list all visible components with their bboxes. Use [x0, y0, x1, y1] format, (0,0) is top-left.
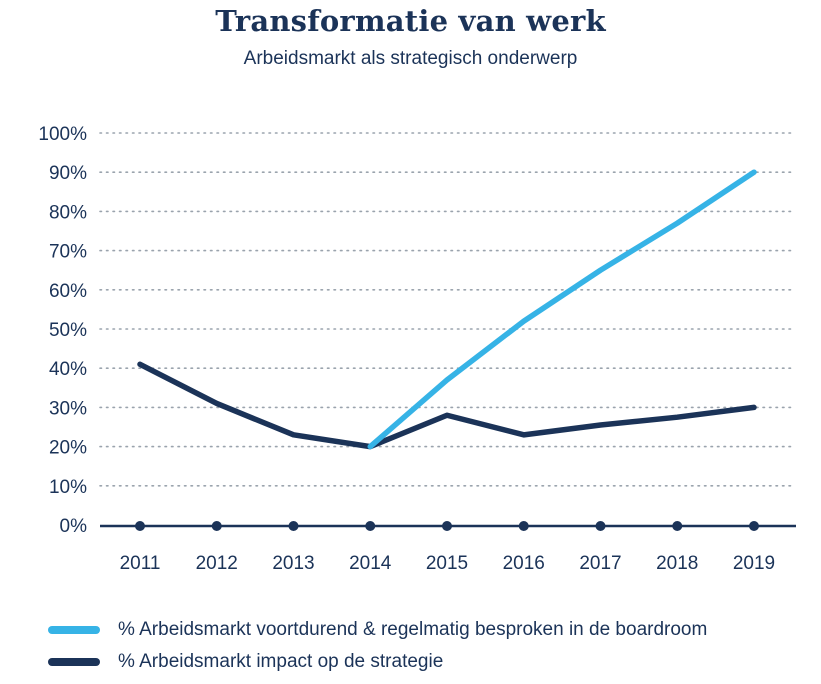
legend-swatch-boardroom: [48, 626, 100, 634]
legend-label-boardroom: % Arbeidsmarkt voortdurend & regelmatig …: [118, 619, 708, 640]
x-axis-marker: [595, 521, 606, 531]
y-tick-label: 90%: [49, 163, 87, 184]
x-axis-marker: [135, 521, 145, 531]
x-axis-marker: [672, 521, 683, 531]
x-tick-label: 2014: [349, 553, 392, 574]
x-axis-marker: [288, 521, 299, 531]
chart-subtitle: Arbeidsmarkt als strategisch onderwerp: [243, 48, 578, 69]
series-line-strategie: [137, 361, 757, 450]
chart-title: Transformatie van werk: [215, 4, 606, 38]
y-tick-label: 60%: [49, 281, 87, 302]
legend-item-strategie: % Arbeidsmarkt impact op de strategie: [48, 646, 707, 678]
x-tick-label: 2013: [272, 553, 314, 574]
y-tick-label: 50%: [49, 320, 87, 341]
y-tick-label: 80%: [49, 202, 87, 223]
series-line-boardroom: [367, 169, 757, 450]
x-axis-marker: [365, 521, 376, 531]
line-chart: 0% 10% 20% 30% 40% 50% 60% 70% 80% 90% 100% 2011 201…: [38, 124, 796, 574]
x-tick-label: 2011: [120, 553, 161, 574]
legend-label-strategie: % Arbeidsmarkt impact op de strategie: [118, 651, 444, 672]
x-tick-label: 2012: [196, 553, 238, 574]
y-tick-label: 20%: [49, 438, 87, 459]
x-axis-marker: [749, 521, 759, 531]
x-tick-label: 2018: [656, 553, 698, 574]
x-tick-label: 2015: [426, 553, 468, 574]
legend: % Arbeidsmarkt voortdurend & regelmatig …: [48, 614, 707, 678]
y-tick-label: 100%: [38, 124, 87, 145]
y-tick-label: 0%: [60, 516, 88, 537]
x-tick-label: 2016: [503, 553, 545, 574]
y-tick-label: 40%: [49, 359, 87, 380]
x-tick-label: 2019: [733, 553, 775, 574]
x-axis-marker: [442, 521, 452, 531]
y-tick-label: 10%: [49, 477, 87, 498]
legend-item-boardroom: % Arbeidsmarkt voortdurend & regelmatig …: [48, 614, 707, 646]
x-axis-marker: [518, 521, 529, 531]
x-axis-marker: [211, 521, 222, 531]
legend-swatch-strategie: [48, 658, 100, 666]
x-tick-label: 2017: [579, 553, 621, 574]
y-tick-label: 30%: [49, 398, 87, 419]
y-tick-label: 70%: [49, 242, 87, 263]
